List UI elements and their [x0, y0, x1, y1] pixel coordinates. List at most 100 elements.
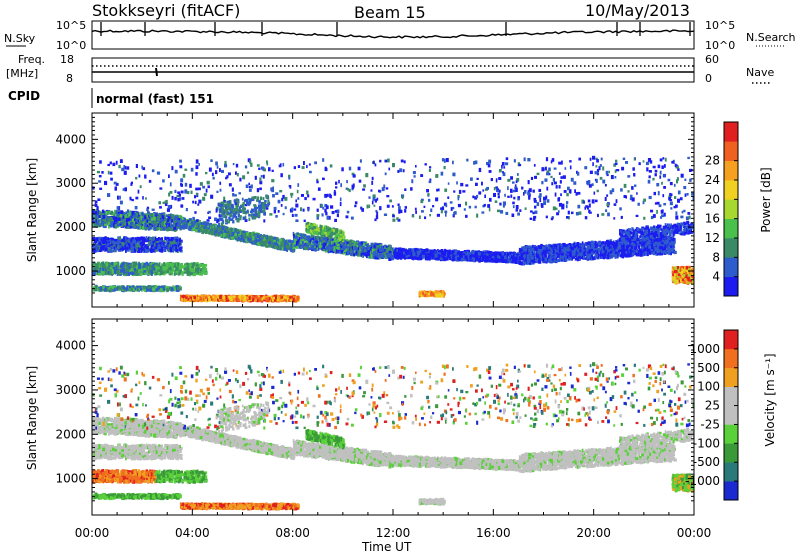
power-cell: [100, 242, 103, 245]
power-cell: [163, 248, 166, 252]
power-cell: [266, 241, 269, 246]
power-cell: [173, 236, 177, 240]
power-cell: [208, 231, 211, 234]
nsearch-label: N.Search: [746, 31, 796, 44]
power-cell: [156, 223, 159, 227]
power-cell: [242, 230, 246, 234]
power-cell: [159, 221, 162, 225]
power-cell: [127, 217, 131, 222]
power-panel-background: [92, 113, 694, 307]
power-cell: [370, 254, 374, 259]
power-cell: [123, 222, 126, 226]
power-cell: [235, 229, 237, 233]
power-cell: [102, 220, 106, 223]
power-cell: [312, 244, 316, 248]
power-cell: [119, 246, 122, 251]
power-cell: [153, 213, 156, 217]
power-data-layer: [92, 155, 694, 303]
power-cell: [316, 231, 319, 235]
power-cell: [198, 226, 201, 230]
power-cell: [211, 224, 214, 228]
power-cell: [342, 242, 345, 246]
power-cell: [373, 244, 376, 249]
power-cell: [314, 240, 318, 244]
power-cell: [95, 224, 99, 228]
power-cell: [144, 238, 149, 243]
power-cell: [291, 242, 294, 247]
power-cell: [270, 244, 274, 248]
power-cell: [229, 227, 232, 230]
power-cell: [133, 249, 137, 253]
power-cell: [181, 225, 185, 229]
power-cell: [369, 248, 373, 253]
power-cell: [161, 222, 164, 227]
power-cell: [164, 236, 167, 241]
power-cell: [380, 245, 384, 250]
power-cell: [353, 245, 355, 250]
power-cell: [250, 238, 254, 242]
power-cell: [376, 255, 379, 260]
power-cell: [160, 249, 164, 253]
power-cell: [143, 248, 145, 253]
power-cell: [330, 231, 334, 236]
power-cell: [332, 229, 335, 232]
power-cell: [96, 244, 100, 247]
power-cell: [334, 239, 338, 243]
power-cell: [136, 214, 140, 218]
power-cell: [149, 237, 152, 241]
nsearch-bottom-tick: 10^0: [705, 39, 735, 52]
power-cell: [122, 215, 125, 219]
power-cell: [152, 237, 154, 242]
nsky-spikes: [100, 22, 691, 36]
power-cell: [156, 217, 160, 222]
power-cell: [232, 228, 235, 232]
power-cell: [326, 237, 329, 241]
power-cell: [155, 214, 158, 217]
power-cell: [131, 237, 134, 240]
power-cell: [181, 222, 184, 226]
power-cell: [126, 243, 129, 247]
power-cell: [158, 227, 162, 230]
power-cell: [130, 226, 133, 229]
power-cell: [136, 236, 140, 241]
power-cell: [192, 224, 195, 228]
power-cell: [173, 223, 176, 227]
power-cell: [126, 226, 130, 229]
power-cell: [314, 247, 317, 252]
power-cell: [109, 246, 112, 250]
power-cell: [367, 254, 370, 259]
power-cell: [193, 226, 196, 231]
power-cell: [334, 246, 338, 250]
power-cell: [116, 224, 120, 227]
power-cell: [323, 233, 326, 238]
power-cell: [292, 231, 295, 236]
power-cell: [253, 234, 256, 238]
power-cell: [95, 215, 98, 220]
power-cell: [132, 218, 134, 222]
power-cell: [113, 246, 116, 250]
power-cell: [292, 242, 295, 246]
power-cell: [143, 241, 145, 245]
power-cell: [256, 239, 260, 242]
power-cell: [166, 225, 169, 229]
power-cell: [358, 241, 361, 245]
power-cell: [273, 244, 277, 248]
power-cell: [157, 244, 161, 248]
power-cell: [265, 240, 268, 244]
power-cell: [276, 237, 279, 240]
power-cell: [211, 232, 214, 236]
power-cell: [356, 244, 359, 248]
power-cell: [370, 242, 374, 247]
power-cell: [219, 226, 222, 231]
power-cell: [318, 245, 322, 249]
power-cell: [208, 223, 211, 228]
freq-bottom-tick: 8: [66, 72, 73, 85]
power-cell: [199, 223, 202, 227]
power-cell: [339, 235, 343, 240]
power-cell: [128, 224, 132, 228]
power-cell: [300, 233, 303, 237]
power-cell: [150, 224, 154, 228]
power-cell: [350, 244, 353, 247]
power-cell: [110, 224, 113, 228]
power-cell: [160, 227, 163, 231]
